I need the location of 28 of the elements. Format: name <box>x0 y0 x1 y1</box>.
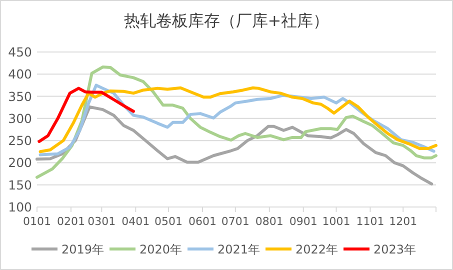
y-tick-label: 150 <box>8 177 32 192</box>
x-tick-label: 1201 <box>389 215 418 228</box>
y-tick-label: 100 <box>8 200 32 214</box>
chart-title: 热轧卷板库存（厂库+社库） <box>124 11 330 30</box>
x-tick-label: 0201 <box>56 215 85 228</box>
x-tick-label: 0401 <box>122 215 150 228</box>
y-tick-label: 450 <box>8 44 32 60</box>
x-tick-label: 0501 <box>154 215 183 228</box>
x-tick-label: 0901 <box>289 215 318 228</box>
x-tick-label: 0301 <box>88 215 116 228</box>
line-series <box>38 86 135 143</box>
legend-label: 2021年 <box>218 242 260 256</box>
legend-label: 2023年 <box>374 242 416 256</box>
line-series <box>36 66 438 179</box>
x-tick-label: 1001 <box>322 215 350 228</box>
x-tick-label: 1101 <box>356 215 384 228</box>
x-tick-label: 0101 <box>23 215 51 228</box>
y-tick-label: 350 <box>8 88 32 104</box>
y-tick-label: 400 <box>8 66 32 82</box>
y-tick-label: 250 <box>8 133 32 148</box>
y-tick-label: 300 <box>8 110 32 126</box>
legend-label: 2020年 <box>140 242 182 256</box>
x-tick-label: 0801 <box>255 215 284 228</box>
legend-label: 2019年 <box>62 242 104 256</box>
x-tick-label: 0601 <box>188 215 217 228</box>
x-tick-label: 0701 <box>221 215 250 228</box>
legend-label: 2022年 <box>296 242 338 256</box>
y-tick-label: 200 <box>8 155 32 170</box>
